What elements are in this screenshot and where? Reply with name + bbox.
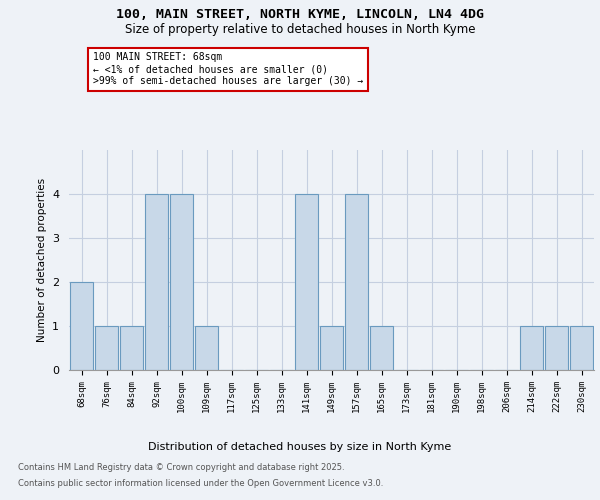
Bar xyxy=(194,326,218,370)
Text: Contains HM Land Registry data © Crown copyright and database right 2025.: Contains HM Land Registry data © Crown c… xyxy=(18,464,344,472)
Bar xyxy=(170,194,193,370)
Bar xyxy=(569,326,593,370)
Bar xyxy=(370,326,394,370)
Text: Contains public sector information licensed under the Open Government Licence v3: Contains public sector information licen… xyxy=(18,478,383,488)
Y-axis label: Number of detached properties: Number of detached properties xyxy=(37,178,47,342)
Text: 100 MAIN STREET: 68sqm
← <1% of detached houses are smaller (0)
>99% of semi-det: 100 MAIN STREET: 68sqm ← <1% of detached… xyxy=(93,52,363,86)
Text: 100, MAIN STREET, NORTH KYME, LINCOLN, LN4 4DG: 100, MAIN STREET, NORTH KYME, LINCOLN, L… xyxy=(116,8,484,20)
Bar xyxy=(70,282,94,370)
Bar xyxy=(119,326,143,370)
Bar xyxy=(320,326,343,370)
Bar xyxy=(545,326,568,370)
Bar xyxy=(295,194,319,370)
Bar xyxy=(520,326,544,370)
Bar xyxy=(145,194,169,370)
Bar xyxy=(95,326,118,370)
Text: Distribution of detached houses by size in North Kyme: Distribution of detached houses by size … xyxy=(148,442,452,452)
Bar xyxy=(344,194,368,370)
Text: Size of property relative to detached houses in North Kyme: Size of property relative to detached ho… xyxy=(125,22,475,36)
